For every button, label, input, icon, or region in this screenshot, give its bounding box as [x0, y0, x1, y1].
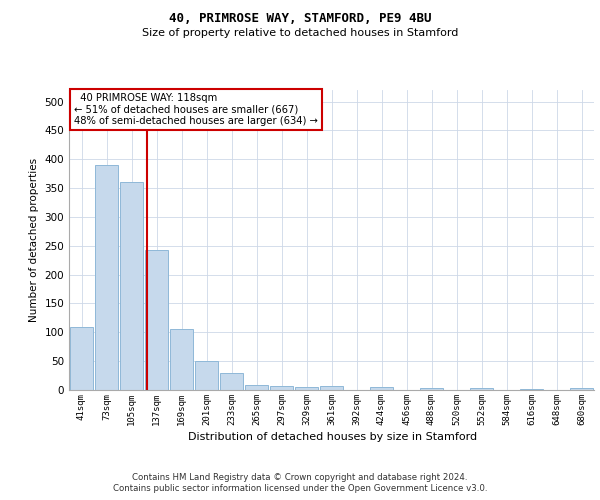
Y-axis label: Number of detached properties: Number of detached properties — [29, 158, 39, 322]
Bar — [320, 386, 343, 390]
Bar — [295, 387, 318, 390]
Bar — [170, 330, 193, 390]
Bar — [70, 326, 93, 390]
Text: Contains public sector information licensed under the Open Government Licence v3: Contains public sector information licen… — [113, 484, 487, 493]
Bar — [245, 385, 268, 390]
Bar — [145, 250, 168, 390]
Text: Contains HM Land Registry data © Crown copyright and database right 2024.: Contains HM Land Registry data © Crown c… — [132, 472, 468, 482]
Bar — [370, 387, 393, 390]
Bar — [270, 386, 293, 390]
Bar — [420, 388, 443, 390]
Text: Size of property relative to detached houses in Stamford: Size of property relative to detached ho… — [142, 28, 458, 38]
Text: 40, PRIMROSE WAY, STAMFORD, PE9 4BU: 40, PRIMROSE WAY, STAMFORD, PE9 4BU — [169, 12, 431, 26]
Bar — [195, 361, 218, 390]
Bar — [570, 388, 593, 390]
Bar — [95, 165, 118, 390]
Bar — [220, 374, 243, 390]
Bar — [470, 388, 493, 390]
Text: Distribution of detached houses by size in Stamford: Distribution of detached houses by size … — [188, 432, 478, 442]
Bar — [520, 389, 543, 390]
Bar — [120, 182, 143, 390]
Text: 40 PRIMROSE WAY: 118sqm  
← 51% of detached houses are smaller (667)
48% of semi: 40 PRIMROSE WAY: 118sqm ← 51% of detache… — [74, 93, 318, 126]
